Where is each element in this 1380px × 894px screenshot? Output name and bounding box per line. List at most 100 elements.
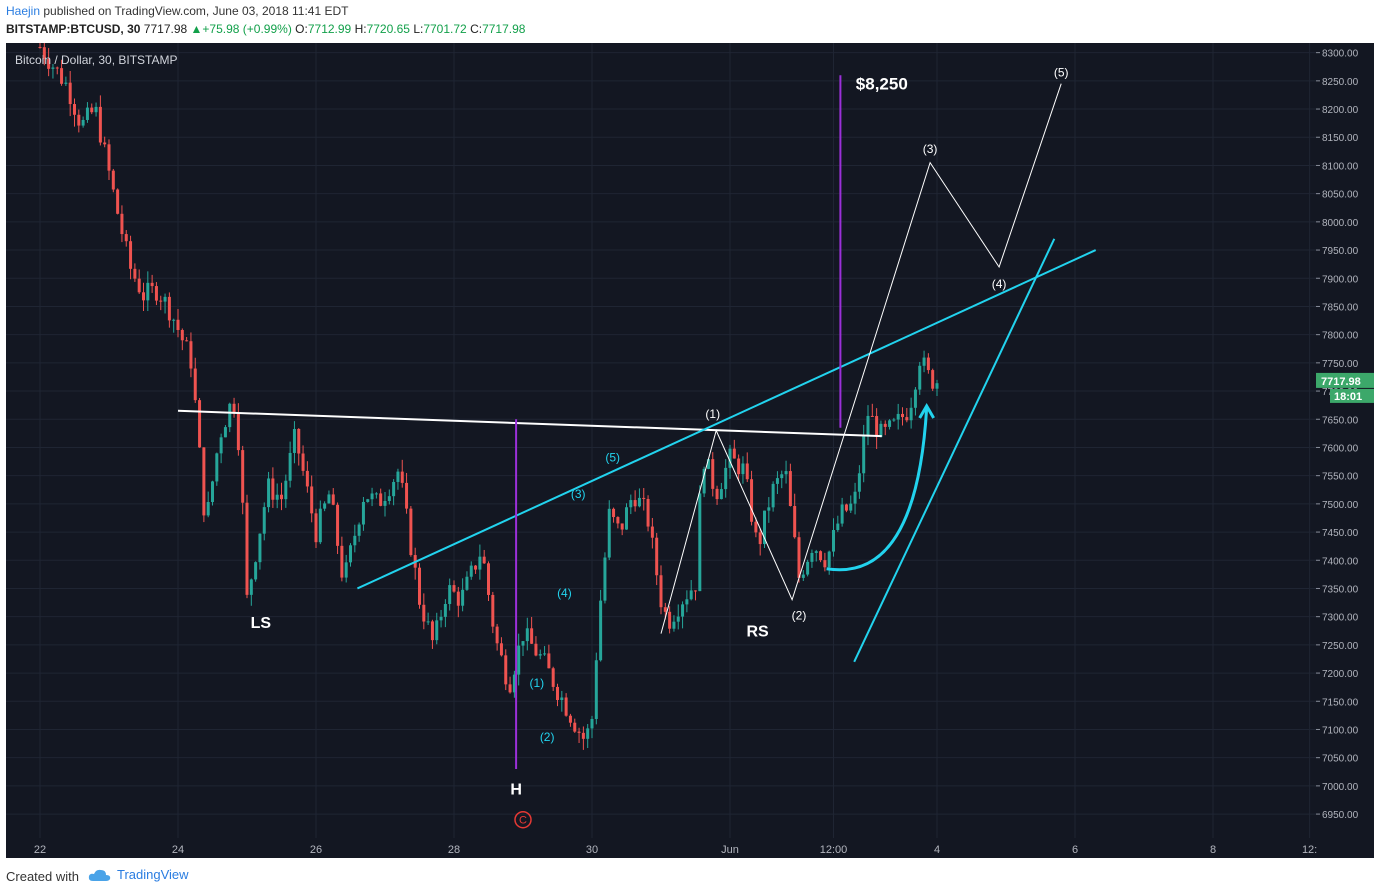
candle-body: [154, 286, 158, 301]
candle-body: [73, 104, 76, 115]
candle-body: [607, 508, 611, 558]
candle-body: [344, 562, 348, 578]
candle-body: [163, 296, 167, 302]
candle-body: [732, 448, 736, 459]
candle-body: [840, 504, 844, 524]
candle-body: [827, 551, 831, 568]
candle-body: [349, 545, 352, 563]
candle-body: [702, 468, 706, 494]
candle-body: [47, 58, 51, 69]
candle-body: [336, 504, 340, 546]
candle-body: [142, 292, 145, 301]
candle-body: [379, 493, 383, 506]
candle-body: [560, 697, 564, 700]
candle-body: [797, 537, 801, 578]
candle-body: [642, 497, 646, 499]
candle-body: [439, 616, 443, 621]
candle-body: [905, 417, 909, 421]
candle-body: [599, 600, 603, 661]
candle-body: [232, 403, 236, 413]
wave-projection-path: [660, 83, 1062, 634]
candle-body: [331, 494, 335, 505]
candle-body: [603, 557, 607, 601]
price-axis[interactable]: 8300.00 8250.00 8200.00 8150.00 8100.00 8050.…: [1316, 43, 1374, 855]
price-tick-label: 7250.00: [1322, 641, 1359, 652]
candle-body: [763, 510, 766, 545]
candle-body: [875, 416, 879, 437]
candle-body: [663, 607, 667, 612]
candle-body: [913, 389, 917, 408]
candle-body: [547, 653, 551, 669]
candle-body: [392, 481, 396, 497]
candle-body: [107, 144, 111, 171]
candle-body: [469, 565, 473, 577]
candle-body: [150, 282, 154, 287]
candle-body: [866, 415, 870, 437]
price-tick-label: 7800.00: [1322, 331, 1359, 342]
chart-header: Haejin published on TradingView.com, Jun…: [0, 0, 1380, 44]
candle-body: [594, 660, 598, 719]
price-tick-label: 7850.00: [1322, 302, 1359, 313]
candle-body: [42, 47, 46, 59]
author-link[interactable]: Haejin: [6, 4, 41, 18]
candle-body: [124, 234, 128, 242]
price-tick-label: 8000.00: [1322, 218, 1359, 229]
candle-body: [694, 590, 697, 592]
candle-body: [211, 481, 214, 503]
chart-pane[interactable]: LS H RS $8,250 (1) (2) (3) (4) (5) (1) (2) (3) (4) (5…: [6, 40, 1316, 855]
left-shoulder-label: LS: [251, 615, 272, 632]
candle-body: [370, 493, 374, 500]
candle-body: [176, 319, 180, 331]
candle-body: [521, 641, 525, 646]
candle-body: [38, 47, 42, 48]
candle-body: [577, 731, 581, 733]
candle-body: [836, 523, 840, 531]
candle-body: [430, 621, 434, 641]
price-tick-label: 8300.00: [1322, 49, 1359, 60]
arrow-head-icon: [918, 403, 935, 419]
time-tick-label: 28: [448, 844, 460, 856]
footer: Created with TradingView: [0, 860, 1380, 894]
price-tick-label: 8200.00: [1322, 105, 1359, 116]
candle-body: [862, 436, 866, 474]
candle-body: [525, 628, 529, 642]
tradingview-link[interactable]: TradingView: [88, 867, 189, 882]
time-axis[interactable]: 22 24 26 28 30 Jun 12:00 4 6 8 12:: [6, 838, 1374, 858]
candle-body: [784, 471, 788, 475]
candle-body: [258, 533, 262, 563]
candle-body: [465, 576, 469, 590]
candle-body: [499, 643, 503, 656]
candle-body: [357, 524, 361, 536]
price-tick-label: 7600.00: [1322, 443, 1359, 454]
white-wave-3-label: (3): [923, 142, 938, 156]
right-shoulder-label: RS: [746, 623, 769, 640]
candle-body: [896, 413, 900, 420]
candle-body: [60, 68, 64, 84]
time-tick-label: Jun: [721, 844, 739, 856]
candle-body: [120, 213, 124, 235]
candle-body: [741, 463, 745, 475]
candle-body: [543, 653, 547, 655]
candle-body: [275, 494, 279, 500]
candle-body: [698, 493, 702, 592]
candle-body: [870, 415, 874, 417]
candle-body: [573, 722, 577, 732]
candle-body: [495, 626, 499, 644]
time-tick-label: 6: [1072, 844, 1078, 856]
candle-body: [443, 604, 447, 617]
candle-body: [892, 419, 896, 421]
chart-canvas[interactable]: LS H RS $8,250 (1) (2) (3) (4) (5) (1) (2) (3) (4) (5…: [6, 40, 1316, 838]
candle-body: [374, 493, 378, 495]
candle-body: [55, 67, 59, 69]
candle-body: [180, 330, 184, 341]
candle-body: [254, 562, 258, 580]
candle-body: [271, 478, 275, 500]
candle-body: [922, 357, 926, 366]
candle-body: [564, 697, 568, 716]
candle-body: [672, 621, 676, 629]
candle-body: [435, 620, 439, 641]
candle-body: [556, 686, 559, 700]
neckline: [177, 409, 882, 438]
chart-title: Bitcoin / Dollar, 30, BITSTAMP: [15, 53, 178, 67]
white-wave-1-label: (1): [705, 407, 720, 421]
